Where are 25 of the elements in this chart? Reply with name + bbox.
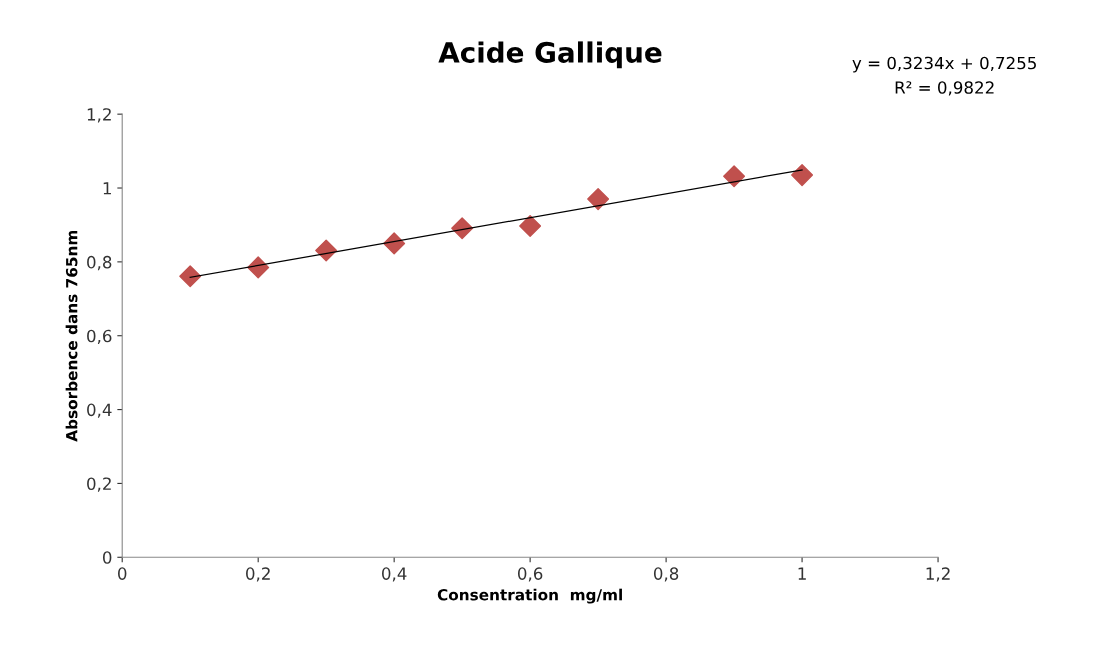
y-tick-label: 0,8 [87,255,112,271]
x-tick-label: 0,8 [653,567,679,582]
chart-title: Acide Gallique [438,41,662,69]
text: y = 0,3234x + 0,7255 [852,56,1036,73]
y-tick-label: 0,4 [87,403,112,418]
x-tick-label: 0,2 [246,567,270,582]
y-tick-label: 0,2 [87,477,111,492]
y-tick-label: 0,6 [87,329,112,344]
point [315,239,338,262]
x-tick-label: 0 [118,567,127,580]
point [179,265,202,288]
x-tick-label: 0,4 [382,567,407,582]
x-tick-label: 1 [798,567,806,580]
y-axis-title: Absorbence dans 765nm [65,230,78,442]
point [519,215,542,238]
text: R² = 0,9822 [895,81,994,96]
x-axis-title: Consentration mg/ml [437,588,622,604]
x-tick-label: 1,2 [926,567,950,582]
x-tick-label: 0,6 [517,567,543,582]
y-tick-label: 1 [103,182,111,195]
y-tick-label: 1,2 [87,108,111,123]
point [791,164,814,187]
y-tick-label: 0 [102,551,112,564]
point [723,165,746,188]
point [587,188,610,211]
